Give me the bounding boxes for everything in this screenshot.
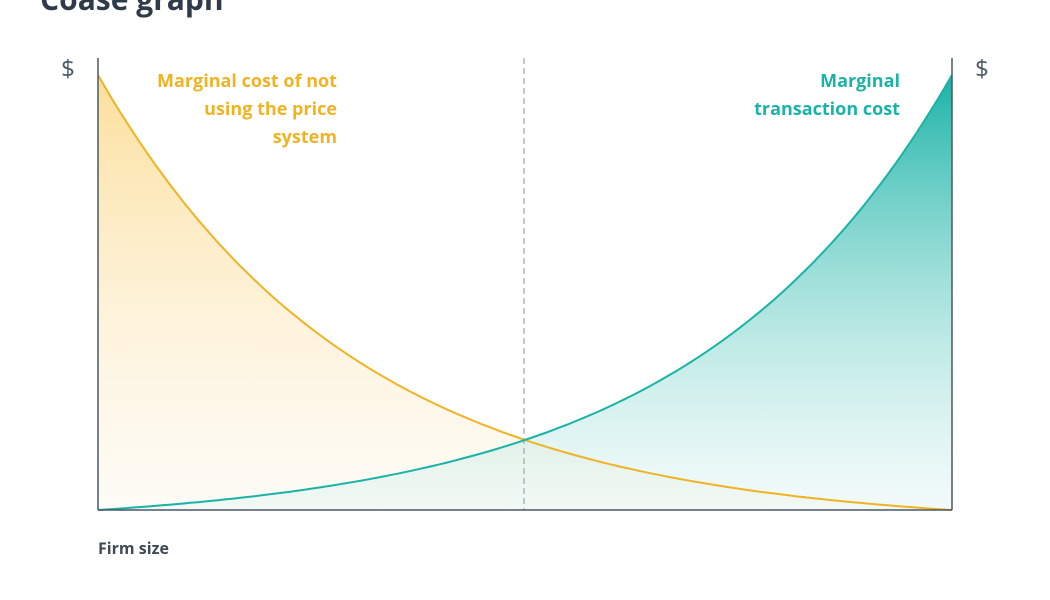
curve-label: Marginal <box>820 69 900 93</box>
right-unit: $ <box>975 52 989 85</box>
title: Coase graph <box>40 0 224 19</box>
cost-area <box>98 75 952 510</box>
transaction-curve <box>97 74 953 511</box>
left-unit: $ <box>61 52 75 85</box>
curve-label: Marginal cost of not <box>157 69 337 93</box>
curve-label: transaction cost <box>754 97 900 121</box>
transaction-area <box>98 75 952 510</box>
curve-label: using the price <box>204 97 337 121</box>
curve-label: system <box>273 125 337 149</box>
x-label: Firm size <box>98 537 169 559</box>
